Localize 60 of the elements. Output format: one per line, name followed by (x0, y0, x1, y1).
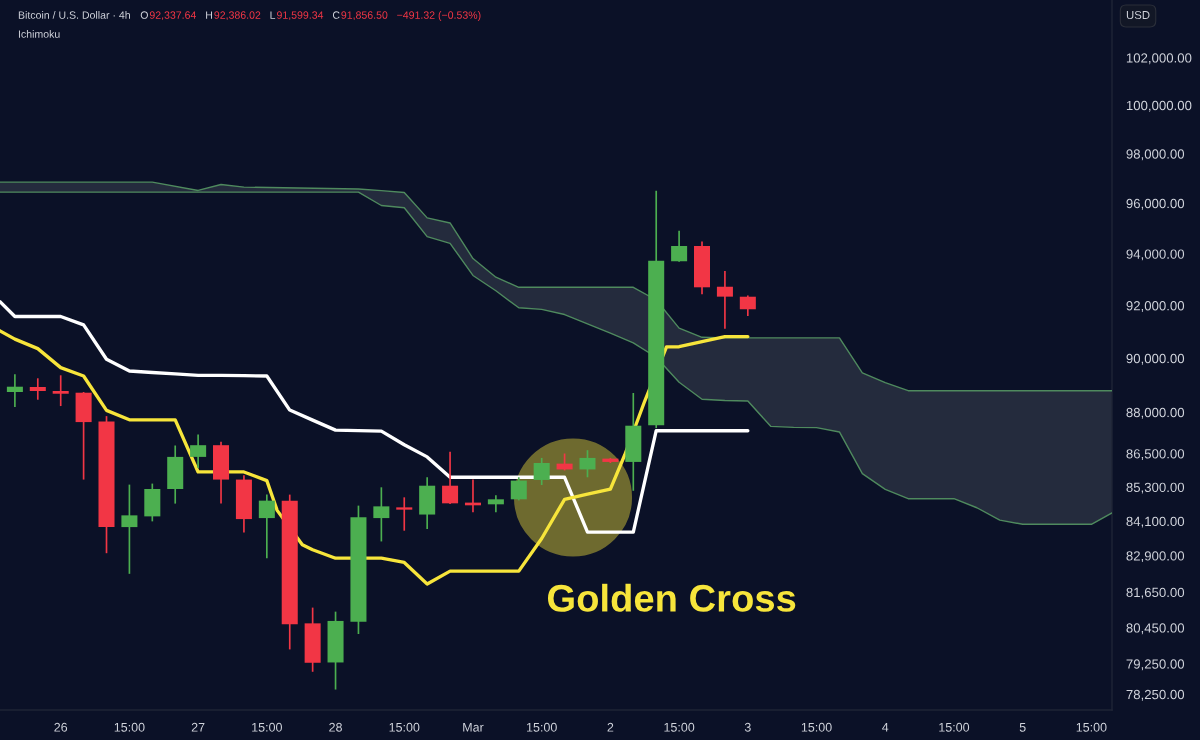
y-tick-label: 90,000.00 (1126, 353, 1185, 365)
y-tick-label: 88,000.00 (1126, 407, 1185, 419)
annotation: C (332, 11, 340, 19)
x-tick-label: 15:00 (1076, 722, 1107, 732)
x-tick-label: 27 (191, 722, 205, 732)
annotation: 92,386.02 (214, 11, 261, 21)
candlestick (29, 377, 46, 401)
x-tick-label: 4 (882, 722, 889, 732)
x-tick-label: 15:00 (252, 722, 282, 732)
x-tick-label: Mar (463, 722, 484, 732)
y-tick-label: 96,000.00 (1126, 198, 1185, 210)
x-tick-label: 15:00 (114, 722, 145, 732)
x-tick-label: 26 (54, 722, 68, 732)
y-tick-label: 102,000.00 (1126, 53, 1192, 65)
y-axis-title: USD (1126, 10, 1150, 20)
candlestick (739, 294, 756, 317)
x-tick-label: 15:00 (527, 722, 557, 732)
y-tick-label: 98,000.00 (1126, 149, 1185, 161)
y-tick-label: 78,250.00 (1126, 689, 1185, 701)
y-tick-label: 80,450.00 (1126, 623, 1185, 635)
x-tick-label: 15:00 (801, 722, 832, 732)
annotation: −491.32 (−0.53%) (397, 11, 481, 21)
text: Ichimoku (18, 30, 60, 38)
annotation: 92,337.64 (149, 11, 197, 21)
candlestick (190, 433, 207, 469)
candlestick (442, 450, 459, 505)
candlestick (533, 457, 550, 486)
candlestick (510, 476, 527, 502)
y-tick-label: 81,650.00 (1126, 587, 1185, 599)
x-tick-label: 15:00 (389, 722, 420, 732)
candlestick (671, 229, 688, 263)
y-tick-label: 100,000.00 (1126, 100, 1192, 112)
x-tick-label: 15:00 (664, 722, 695, 732)
y-tick-label: 85,300.00 (1126, 482, 1185, 494)
y-tick-label: 84,100.00 (1126, 516, 1185, 528)
x-tick-label: 2 (607, 722, 614, 732)
candlestick (258, 493, 275, 560)
y-tick-label: 94,000.00 (1126, 249, 1185, 261)
candlestick (6, 373, 23, 408)
annotation: Golden Cross (547, 583, 796, 612)
candlestick (716, 270, 733, 330)
candlestick (373, 486, 390, 543)
annotation: H (206, 11, 213, 19)
x-tick-label: 28 (329, 722, 342, 732)
y-tick-label: 82,900.00 (1126, 551, 1185, 563)
candlestick (579, 449, 596, 479)
annotation: 91,599.34 (276, 11, 324, 21)
annotation: 91,856.50 (341, 11, 388, 21)
x-tick-label: 5 (1019, 722, 1026, 732)
y-tick-label: 92,000.00 (1126, 301, 1185, 312)
y-tick-label: 79,250.00 (1126, 659, 1185, 671)
candlestick (52, 374, 69, 407)
x-tick-label: 3 (744, 722, 751, 732)
annotation: O (140, 11, 148, 19)
y-tick-label: 86,500.00 (1126, 449, 1185, 461)
text: Bitcoin / U.S. Dollar · 4h (18, 11, 130, 19)
annotation: L (270, 11, 276, 19)
candlestick (121, 483, 138, 575)
x-tick-label: 15:00 (939, 722, 970, 732)
candlestick (396, 496, 413, 532)
